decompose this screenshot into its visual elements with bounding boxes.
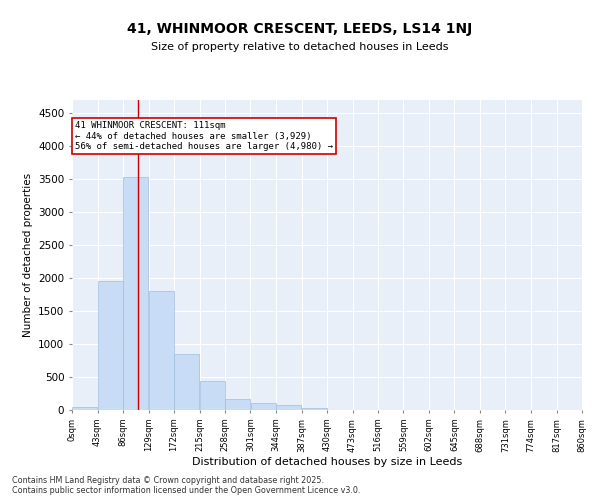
Text: 41, WHINMOOR CRESCENT, LEEDS, LS14 1NJ: 41, WHINMOOR CRESCENT, LEEDS, LS14 1NJ [127,22,473,36]
Y-axis label: Number of detached properties: Number of detached properties [23,173,32,337]
Bar [302,408,327,410]
Bar [174,354,199,410]
Bar [72,406,97,410]
Bar [251,404,276,410]
Text: Contains HM Land Registry data © Crown copyright and database right 2025.
Contai: Contains HM Land Registry data © Crown c… [12,476,361,495]
Bar [276,406,301,410]
Bar [149,292,174,410]
Bar [200,381,225,410]
Bar [98,282,123,410]
Bar [225,399,250,410]
X-axis label: Distribution of detached houses by size in Leeds: Distribution of detached houses by size … [192,457,462,467]
Text: 41 WHINMOOR CRESCENT: 111sqm
← 44% of detached houses are smaller (3,929)
56% of: 41 WHINMOOR CRESCENT: 111sqm ← 44% of de… [75,121,333,151]
Bar [123,177,148,410]
Text: Size of property relative to detached houses in Leeds: Size of property relative to detached ho… [151,42,449,52]
